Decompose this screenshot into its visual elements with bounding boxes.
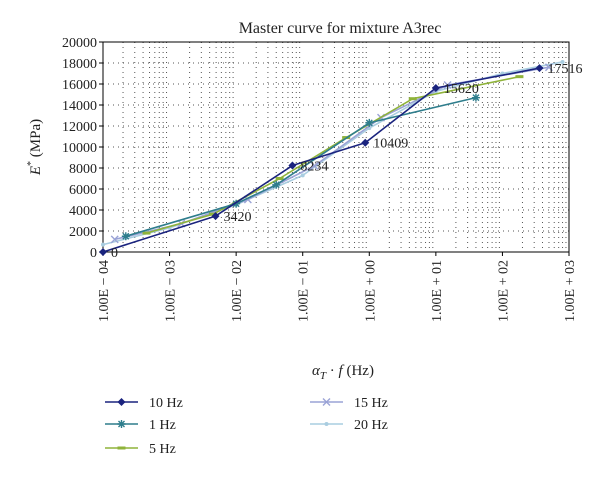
y-tick-label: 18000: [62, 57, 97, 72]
legend-label: 5 Hz: [149, 442, 176, 457]
series-line: [102, 67, 540, 253]
legend-label: 20 Hz: [354, 418, 388, 433]
data-point-marker: [110, 235, 119, 244]
x-axis-ticks: 1.00E − 04 1.00E − 03 1.00E − 02 1.00E − 01…: [97, 252, 578, 322]
legend-item: 10 Hz: [105, 396, 183, 411]
data-point-marker: [431, 83, 440, 92]
y-tick-label: 2000: [69, 225, 97, 240]
data-point-marker: [300, 173, 305, 178]
y-tick-label: 16000: [62, 78, 97, 93]
data-point-marker: [117, 446, 126, 450]
data-point-marker: [117, 398, 126, 406]
x-tick-label: 1.00E + 00: [363, 260, 378, 322]
data-point-marker: [544, 63, 553, 72]
data-point-marker: [117, 420, 126, 428]
data-point-marker: [232, 199, 241, 208]
series-1-hz: [121, 93, 480, 241]
series-group: [99, 59, 565, 256]
legend-label: 15 Hz: [354, 396, 388, 411]
y-tick-label: 0: [90, 246, 97, 261]
series-line: [146, 75, 520, 234]
y-tick-label: 10000: [62, 141, 97, 156]
data-point-marker: [272, 180, 281, 189]
x-axis-label: αT · f (Hz): [312, 363, 374, 382]
y-tick-label: 4000: [69, 204, 97, 219]
x-tick-label: 1.00E + 03: [563, 260, 578, 322]
data-point-marker: [535, 64, 544, 73]
legend-label: 10 Hz: [149, 396, 183, 411]
data-point-marker: [209, 212, 218, 216]
chart-title: Master curve for mixture A3rec: [239, 20, 442, 37]
data-point-marker: [361, 138, 370, 147]
data-label: 17516: [547, 62, 582, 77]
data-label: 0: [111, 246, 118, 261]
x-tick-label: 1.00E − 01: [297, 260, 312, 322]
y-tick-label: 6000: [69, 183, 97, 198]
data-point-marker: [288, 161, 297, 170]
y-tick-label: 12000: [62, 120, 97, 135]
data-point-marker: [324, 422, 329, 426]
legend-item: 5 Hz: [105, 442, 176, 457]
data-point-marker: [408, 97, 417, 101]
data-point-marker: [515, 75, 524, 79]
data-point-marker: [99, 248, 107, 256]
legend-item: 1 Hz: [105, 418, 176, 433]
x-tick-label: 1.00E + 02: [496, 260, 511, 322]
data-label: 15620: [444, 82, 479, 97]
data-point-marker: [101, 242, 105, 247]
data-point-marker: [121, 232, 130, 241]
grid: [103, 42, 569, 252]
data-point-marker: [310, 161, 319, 170]
y-axis-ticks: 0 2000 4000 6000 8000 10000 12000 14000 16000 180…: [62, 36, 103, 261]
x-tick-label: 1.00E − 02: [230, 260, 245, 322]
y-tick-label: 14000: [62, 99, 97, 114]
data-labels: 0 3420 8234 10409 15620 17516: [111, 62, 582, 261]
data-point-marker: [365, 118, 374, 127]
data-point-marker: [275, 177, 284, 180]
y-axis-label: E* (MPa): [26, 119, 44, 176]
series-5-hz: [142, 75, 524, 235]
data-point-marker: [560, 59, 565, 64]
x-tick-label: 1.00E + 01: [430, 260, 445, 322]
data-label: 8234: [300, 160, 328, 175]
data-point-marker: [471, 93, 480, 102]
data-point-marker: [142, 231, 151, 235]
legend-item: 20 Hz: [310, 418, 388, 433]
data-label: 3420: [224, 210, 252, 225]
x-tick-label: 1.00E − 03: [164, 260, 179, 322]
y-tick-label: 20000: [62, 36, 97, 51]
x-tick-label: 1.00E − 04: [97, 260, 112, 322]
y-tick-label: 8000: [69, 162, 97, 177]
data-point-marker: [322, 398, 331, 406]
data-label: 10409: [373, 137, 408, 152]
legend: 10 Hz 1 Hz 5 Hz 15 Hz 20 Hz: [105, 396, 388, 457]
legend-item: 15 Hz: [310, 396, 388, 411]
legend-label: 1 Hz: [149, 418, 176, 433]
data-point-marker: [211, 212, 220, 221]
series-10-hz: [99, 64, 544, 256]
